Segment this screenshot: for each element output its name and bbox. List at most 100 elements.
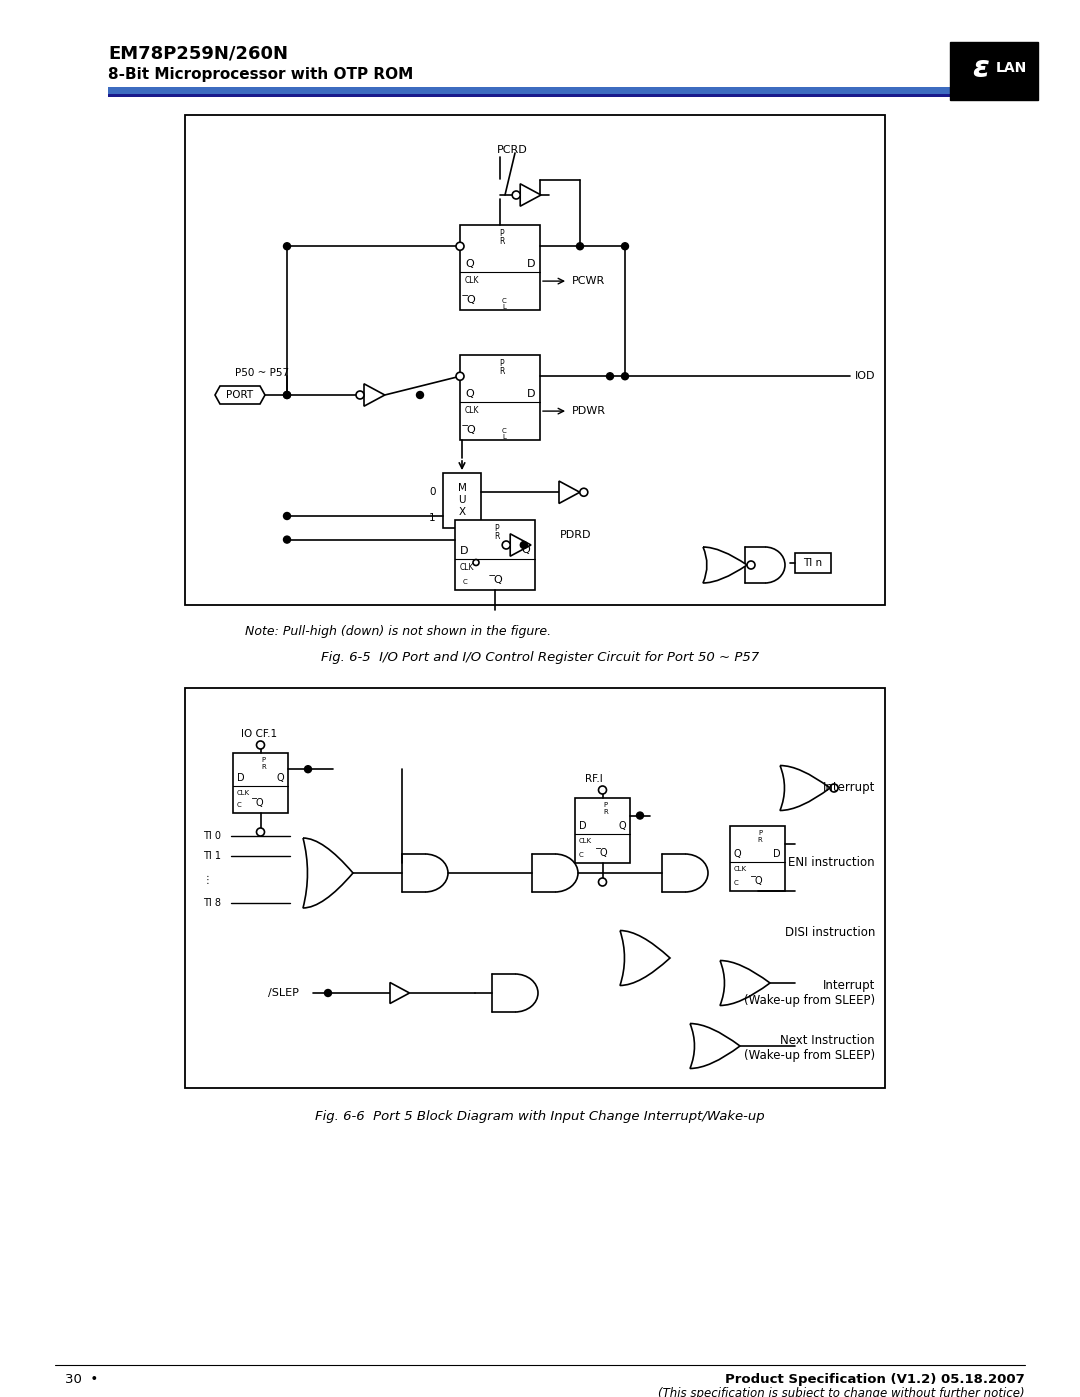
Circle shape	[831, 784, 838, 792]
Text: PCWR: PCWR	[572, 277, 605, 286]
Text: D: D	[527, 388, 535, 398]
Text: P: P	[604, 802, 607, 807]
Text: Interrupt: Interrupt	[823, 781, 875, 795]
Polygon shape	[215, 386, 265, 404]
Circle shape	[521, 542, 527, 549]
Polygon shape	[390, 982, 409, 1003]
Bar	[108, 87, 950, 94]
Circle shape	[607, 373, 613, 380]
Text: 8-Bit Microprocessor with OTP ROM: 8-Bit Microprocessor with OTP ROM	[108, 67, 414, 82]
Text: P: P	[495, 524, 499, 534]
PathPatch shape	[690, 1024, 740, 1069]
Bar	[185, 687, 885, 1088]
Text: IOD: IOD	[855, 372, 876, 381]
Text: Q: Q	[276, 773, 284, 782]
Circle shape	[473, 560, 480, 566]
Text: R: R	[499, 367, 504, 376]
Text: R: R	[603, 809, 608, 814]
Text: X: X	[458, 507, 465, 517]
Bar	[795, 553, 831, 573]
Text: P: P	[758, 830, 762, 835]
Text: (This specification is subject to change without further notice): (This specification is subject to change…	[659, 1387, 1025, 1397]
Circle shape	[636, 812, 644, 819]
Circle shape	[283, 243, 291, 250]
Text: M: M	[458, 483, 467, 493]
Text: R: R	[261, 764, 266, 770]
Text: PDRD: PDRD	[561, 529, 592, 541]
Text: Fig. 6-5  I/O Port and I/O Control Register Circuit for Port 50 ~ P57: Fig. 6-5 I/O Port and I/O Control Regist…	[321, 651, 759, 664]
Text: ̅Q: ̅Q	[257, 798, 265, 807]
Text: R: R	[758, 837, 762, 842]
Text: ̅Q: ̅Q	[468, 425, 476, 434]
Text: PDWR: PDWR	[572, 407, 606, 416]
Circle shape	[283, 536, 291, 543]
Text: Next Instruction
(Wake-up from SLEEP): Next Instruction (Wake-up from SLEEP)	[744, 1034, 875, 1062]
Circle shape	[356, 391, 364, 400]
Text: L: L	[502, 434, 505, 440]
Text: Product Specification (V1.2) 05.18.2007: Product Specification (V1.2) 05.18.2007	[726, 1373, 1025, 1386]
Bar	[185, 115, 885, 605]
Circle shape	[257, 740, 265, 749]
Text: Q: Q	[734, 849, 742, 859]
Text: D: D	[237, 773, 245, 782]
Bar	[460, 355, 540, 440]
Text: EM78P259N/260N: EM78P259N/260N	[108, 45, 288, 63]
Text: U: U	[458, 495, 465, 504]
Circle shape	[257, 828, 265, 835]
Text: ̅Q: ̅Q	[756, 876, 764, 886]
Text: TI 1: TI 1	[203, 851, 221, 861]
Text: TI n: TI n	[804, 557, 823, 569]
Text: R: R	[494, 532, 499, 541]
Text: PORT: PORT	[227, 390, 254, 400]
Text: C: C	[734, 880, 739, 886]
Text: CLK: CLK	[460, 563, 474, 571]
Text: C: C	[579, 852, 584, 858]
Polygon shape	[559, 481, 580, 503]
Circle shape	[512, 191, 521, 198]
Circle shape	[502, 541, 510, 549]
Text: CLK: CLK	[579, 838, 592, 844]
Text: ENI instruction: ENI instruction	[788, 856, 875, 869]
Text: ⋮: ⋮	[203, 875, 213, 886]
Text: IO CF.1: IO CF.1	[241, 729, 278, 739]
Circle shape	[456, 242, 464, 250]
Circle shape	[417, 391, 423, 398]
Text: Q: Q	[465, 258, 474, 268]
Text: C: C	[501, 298, 507, 305]
Text: D: D	[579, 821, 586, 831]
Text: CLK: CLK	[734, 866, 747, 872]
Bar	[730, 826, 785, 891]
Bar	[443, 474, 481, 528]
Text: P: P	[499, 359, 504, 367]
Text: ε: ε	[972, 53, 989, 82]
Text: Interrupt
(Wake-up from SLEEP): Interrupt (Wake-up from SLEEP)	[744, 979, 875, 1007]
Polygon shape	[521, 184, 541, 207]
Text: P50 ~ P57: P50 ~ P57	[235, 367, 289, 379]
Text: TI 8: TI 8	[203, 898, 221, 908]
Circle shape	[283, 513, 291, 520]
Polygon shape	[510, 534, 531, 556]
Text: ̅Q: ̅Q	[495, 576, 503, 585]
Circle shape	[598, 787, 607, 793]
Text: P: P	[261, 757, 266, 763]
Text: D: D	[527, 258, 535, 268]
Text: CLK: CLK	[465, 275, 480, 285]
Bar	[108, 94, 950, 96]
Text: Q: Q	[619, 821, 626, 831]
Text: 0: 0	[429, 488, 435, 497]
Text: Fig. 6-6  Port 5 Block Diagram with Input Change Interrupt/Wake-up: Fig. 6-6 Port 5 Block Diagram with Input…	[315, 1111, 765, 1123]
Bar	[233, 753, 288, 813]
PathPatch shape	[303, 838, 353, 908]
Text: ̅Q: ̅Q	[468, 295, 476, 305]
Text: CLK: CLK	[237, 789, 251, 796]
Text: Q: Q	[522, 545, 530, 556]
Text: R: R	[499, 237, 504, 246]
Bar	[455, 520, 535, 590]
Text: DISI instruction: DISI instruction	[785, 926, 875, 940]
PathPatch shape	[780, 766, 831, 810]
Text: Q: Q	[465, 388, 474, 398]
Text: ̅Q: ̅Q	[602, 848, 609, 858]
Text: LAN: LAN	[996, 61, 1027, 75]
Text: P: P	[499, 229, 504, 237]
Text: RF.I: RF.I	[585, 774, 603, 784]
